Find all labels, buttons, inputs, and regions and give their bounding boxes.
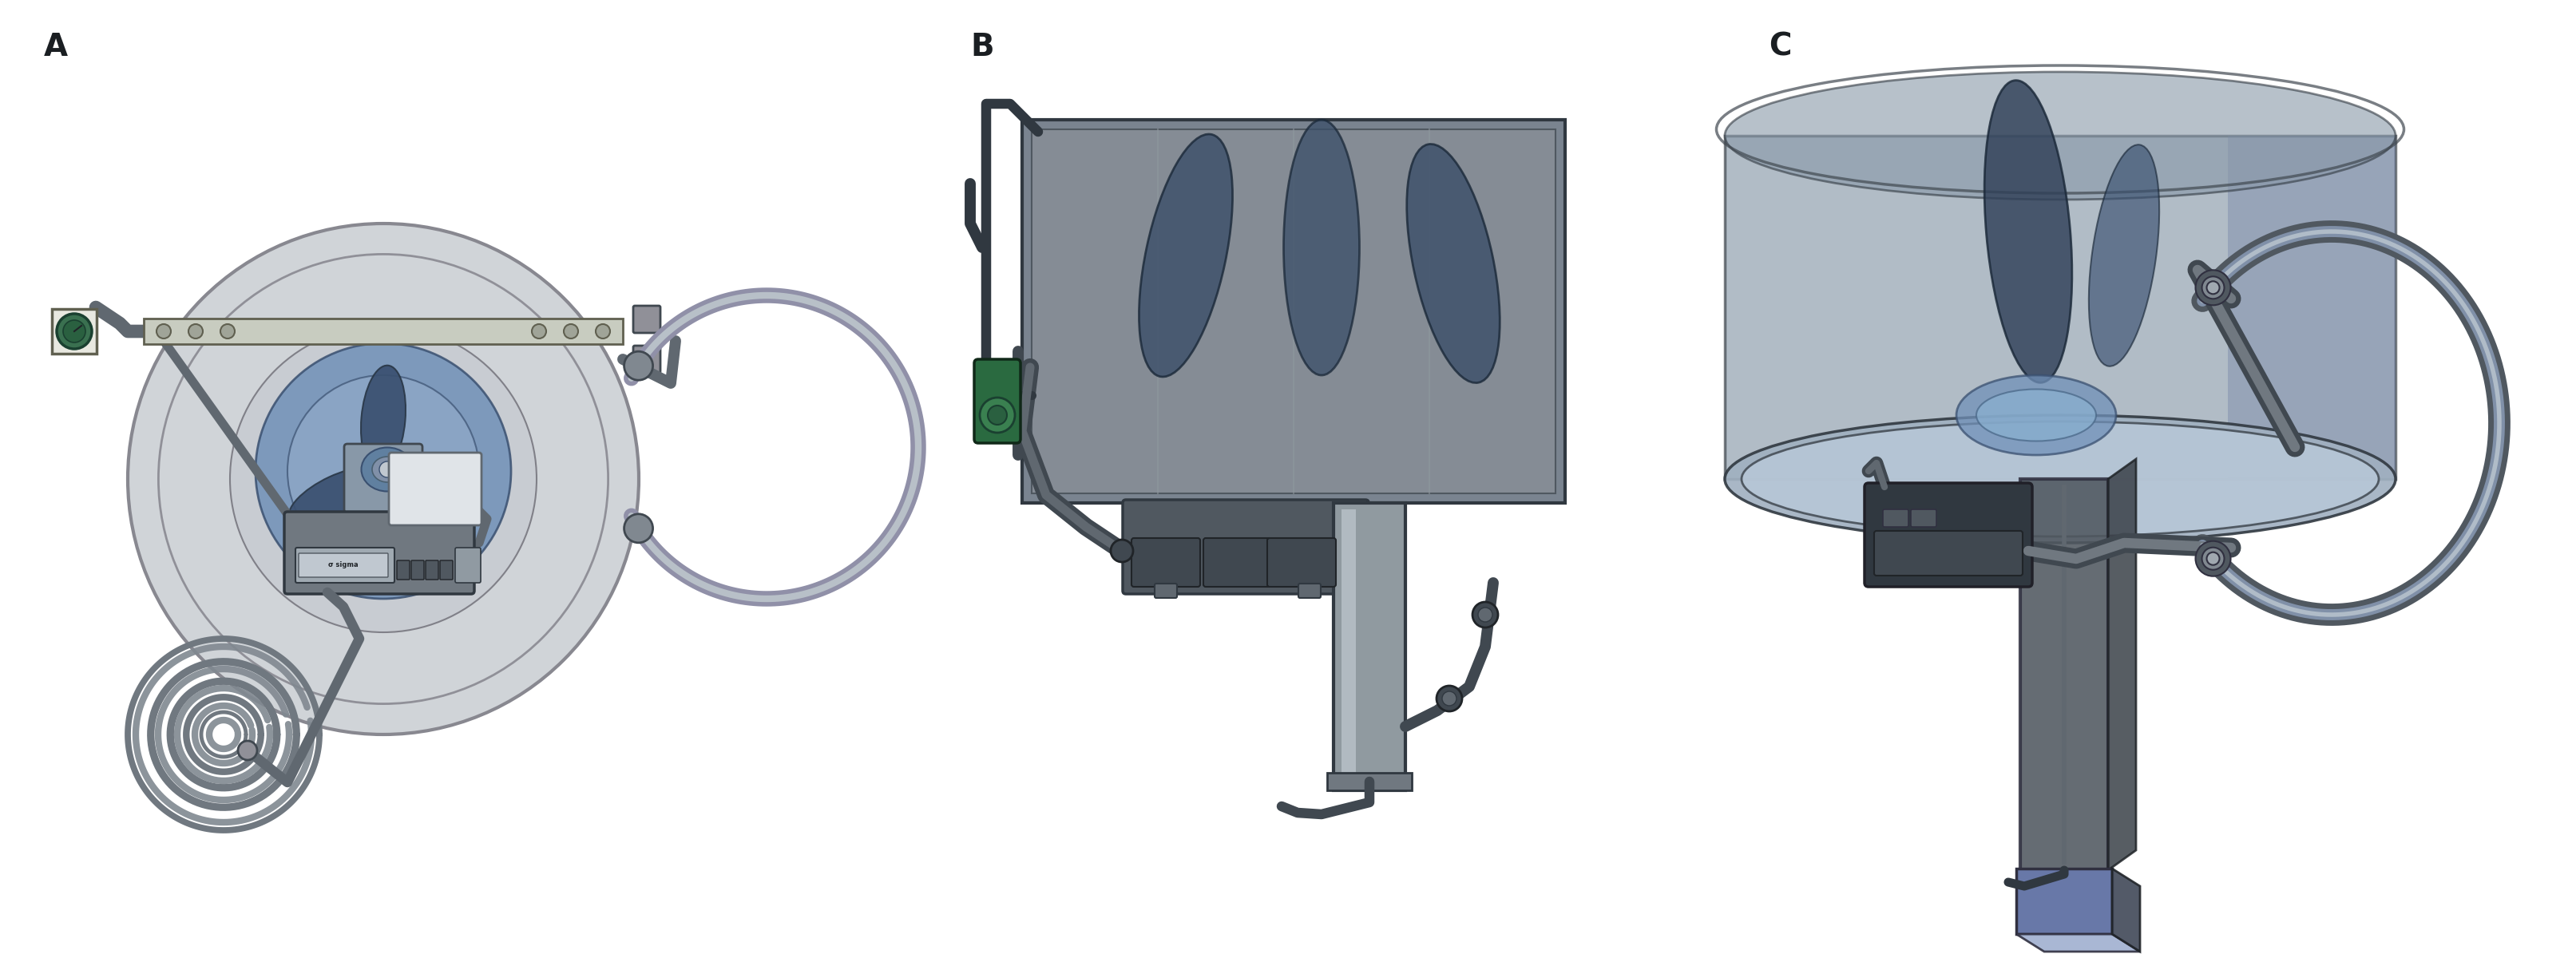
Ellipse shape	[361, 447, 412, 491]
FancyBboxPatch shape	[1131, 538, 1200, 586]
FancyBboxPatch shape	[440, 560, 453, 580]
FancyBboxPatch shape	[412, 560, 425, 580]
Ellipse shape	[1726, 72, 2396, 199]
Bar	[2228, 136, 2396, 479]
FancyBboxPatch shape	[1875, 531, 2022, 576]
Circle shape	[595, 324, 611, 338]
FancyBboxPatch shape	[1911, 510, 1937, 527]
Bar	[144, 318, 623, 344]
Text: A: A	[44, 32, 67, 62]
Circle shape	[255, 343, 510, 599]
Circle shape	[531, 324, 546, 338]
Circle shape	[222, 324, 234, 338]
Circle shape	[129, 223, 639, 735]
Bar	[2020, 479, 2107, 870]
Bar	[2017, 869, 2112, 934]
Circle shape	[2202, 277, 2223, 299]
FancyBboxPatch shape	[345, 444, 422, 513]
Circle shape	[188, 324, 204, 338]
Circle shape	[379, 462, 394, 477]
Ellipse shape	[371, 457, 402, 482]
FancyBboxPatch shape	[389, 452, 482, 525]
Ellipse shape	[1955, 376, 2115, 455]
Circle shape	[1473, 602, 1499, 627]
Circle shape	[229, 326, 536, 632]
Circle shape	[157, 324, 170, 338]
FancyBboxPatch shape	[1154, 583, 1177, 598]
FancyBboxPatch shape	[1123, 500, 1368, 594]
Ellipse shape	[1976, 389, 2097, 441]
Circle shape	[564, 324, 577, 338]
Text: C: C	[1770, 32, 1790, 62]
FancyBboxPatch shape	[1267, 538, 1337, 586]
FancyBboxPatch shape	[1865, 483, 2032, 586]
FancyBboxPatch shape	[1298, 583, 1321, 598]
Polygon shape	[2107, 459, 2136, 870]
Ellipse shape	[1283, 120, 1360, 376]
Circle shape	[1437, 686, 1463, 711]
FancyBboxPatch shape	[299, 553, 389, 577]
Ellipse shape	[1984, 80, 2071, 382]
Circle shape	[979, 398, 1015, 433]
Circle shape	[1443, 692, 1455, 706]
FancyBboxPatch shape	[1883, 510, 1909, 527]
Text: σ sigma: σ sigma	[327, 561, 358, 569]
FancyBboxPatch shape	[397, 560, 410, 580]
FancyBboxPatch shape	[283, 512, 474, 594]
Circle shape	[62, 320, 85, 342]
Circle shape	[2195, 270, 2231, 306]
Ellipse shape	[2089, 145, 2159, 366]
Ellipse shape	[361, 365, 404, 473]
Circle shape	[237, 741, 258, 760]
Circle shape	[2195, 541, 2231, 576]
FancyBboxPatch shape	[425, 560, 438, 580]
FancyBboxPatch shape	[296, 548, 394, 582]
Ellipse shape	[289, 467, 389, 527]
Bar	[1726, 136, 2396, 479]
Ellipse shape	[381, 461, 474, 533]
Ellipse shape	[1139, 134, 1231, 376]
Bar	[1030, 129, 1556, 493]
Text: B: B	[971, 32, 994, 62]
Bar	[1334, 503, 1406, 790]
FancyBboxPatch shape	[456, 548, 482, 582]
Circle shape	[1479, 607, 1492, 622]
Circle shape	[623, 352, 652, 380]
Bar	[52, 308, 98, 354]
Ellipse shape	[1741, 422, 2378, 536]
Circle shape	[57, 313, 93, 349]
Circle shape	[289, 376, 479, 567]
Circle shape	[987, 405, 1007, 424]
Bar	[1342, 510, 1355, 784]
Polygon shape	[2112, 869, 2141, 951]
Circle shape	[2208, 282, 2221, 294]
Circle shape	[623, 514, 652, 543]
FancyBboxPatch shape	[974, 359, 1020, 443]
Circle shape	[2202, 547, 2223, 570]
Bar	[1023, 120, 1566, 503]
Ellipse shape	[1726, 415, 2396, 543]
Ellipse shape	[1406, 144, 1499, 383]
FancyBboxPatch shape	[1203, 538, 1273, 586]
Circle shape	[1110, 539, 1133, 562]
FancyBboxPatch shape	[634, 346, 659, 373]
Circle shape	[2208, 552, 2221, 565]
Bar	[1327, 773, 1412, 790]
FancyBboxPatch shape	[634, 306, 659, 332]
Polygon shape	[2017, 934, 2141, 951]
